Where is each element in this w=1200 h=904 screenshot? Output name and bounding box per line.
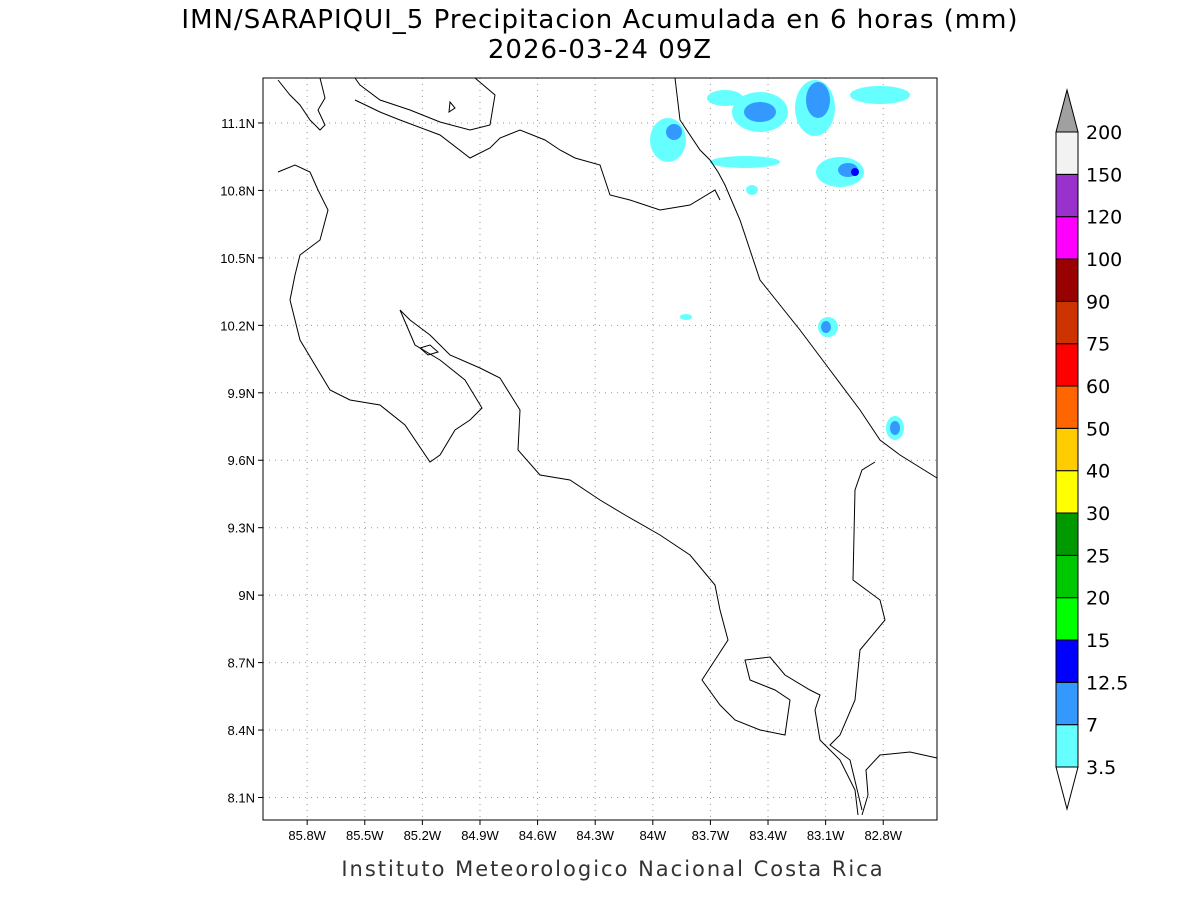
border [277, 77, 326, 131]
colorbar-label: 90 [1086, 291, 1110, 313]
y-tick-label: 8.7N [228, 656, 255, 671]
y-tick-label: 8.4N [228, 723, 255, 738]
colorbar-box [1055, 131, 1079, 175]
y-tick-label: 9.9N [228, 386, 255, 401]
colorbar-label: 12.5 [1086, 672, 1128, 694]
colorbar-box [1055, 639, 1079, 683]
colorbar: 3.5 7 12.5 15 20 25 30 40 50 60 75 90 100 120 150 200 [1055, 88, 1128, 811]
rain-area [851, 168, 859, 176]
colorbar-box [1055, 427, 1079, 472]
rain-area [890, 421, 900, 435]
y-tick-label: 11.1N [221, 116, 255, 131]
colorbar-box [1055, 385, 1079, 429]
y-tick-label: 9.6N [228, 453, 255, 468]
colorbar-box [1055, 173, 1079, 218]
colorbar-label: 150 [1086, 164, 1122, 186]
colorbar-under [1055, 766, 1079, 811]
x-tick-label: 85.2W [404, 828, 442, 843]
colorbar-box [1055, 681, 1079, 726]
title: IMN/SARAPIQUI_5 Precipitacion Acumulada … [181, 5, 1018, 35]
colorbar-label: 40 [1086, 461, 1110, 483]
rain-area [746, 185, 758, 195]
colorbar-label: 30 [1086, 503, 1110, 525]
rain-area [744, 102, 776, 122]
y-tick-label: 10.8N [220, 183, 255, 198]
y-tick-label: 9N [238, 588, 255, 603]
subtitle: 2026-03-24 09Z [488, 35, 712, 65]
colorbar-label: 60 [1086, 376, 1110, 398]
colorbar-label: 15 [1086, 630, 1110, 652]
y-tick-label: 10.5N [220, 251, 255, 266]
colorbar-over [1055, 88, 1079, 133]
x-tick-label: 84W [639, 828, 666, 843]
map-frame [262, 77, 938, 821]
colorbar-box [1055, 724, 1079, 768]
x-tick-label: 82.8W [864, 828, 902, 843]
colorbar-box [1055, 597, 1079, 641]
island [448, 100, 456, 114]
x-tick-label: 85.8W [288, 828, 326, 843]
colorbar-label: 7 [1086, 715, 1098, 737]
colorbar-label: 120 [1086, 207, 1122, 229]
coast [277, 164, 859, 816]
x-tick-label: 84.9W [461, 828, 499, 843]
rain-area [806, 82, 830, 118]
precipitation [650, 80, 910, 440]
y-tick-label: 10.2N [220, 318, 255, 333]
colorbar-label: 50 [1086, 418, 1110, 440]
rain-area [821, 321, 831, 333]
rain-area [680, 314, 692, 320]
rain-area [850, 86, 910, 104]
colorbar-label: 75 [1086, 334, 1110, 356]
border [829, 461, 886, 811]
x-tick-label: 84.6W [519, 828, 557, 843]
colorbar-label: 3.5 [1086, 757, 1116, 779]
x-tick-label: 83.1W [807, 828, 845, 843]
colorbar-label: 100 [1086, 249, 1122, 271]
colorbar-box [1055, 216, 1079, 260]
colorbar-box [1055, 470, 1079, 514]
colorbar-label: 25 [1086, 545, 1110, 567]
colorbar-box [1055, 300, 1079, 345]
x-tick-label: 85.5W [346, 828, 384, 843]
border [354, 99, 721, 211]
rain-area [666, 124, 682, 140]
lake [354, 77, 496, 131]
colorbar-label: 200 [1086, 122, 1122, 144]
x-tick-label: 83.4W [749, 828, 787, 843]
coastline [277, 77, 938, 816]
y-tick-label: 9.3N [228, 521, 255, 536]
colorbar-box [1055, 343, 1079, 387]
colorbar-box [1055, 554, 1079, 599]
rain-area [650, 118, 686, 162]
x-tick-label: 83.7W [692, 828, 730, 843]
rain-area [710, 156, 780, 168]
colorbar-label: 20 [1086, 588, 1110, 610]
island [418, 344, 440, 356]
colorbar-box [1055, 512, 1079, 556]
rain-area [707, 90, 743, 106]
coast [861, 751, 938, 816]
x-tick-label: 84.3W [576, 828, 614, 843]
y-tick-label: 8.1N [228, 791, 255, 806]
coast [674, 77, 938, 479]
colorbar-box [1055, 258, 1079, 302]
grid [263, 78, 937, 820]
footer: Instituto Meteorologico Nacional Costa R… [341, 857, 884, 881]
axes: 85.8W 85.5W 85.2W 84.9W 84.6W 84.3W 84W 83.7W 83… [220, 116, 902, 843]
